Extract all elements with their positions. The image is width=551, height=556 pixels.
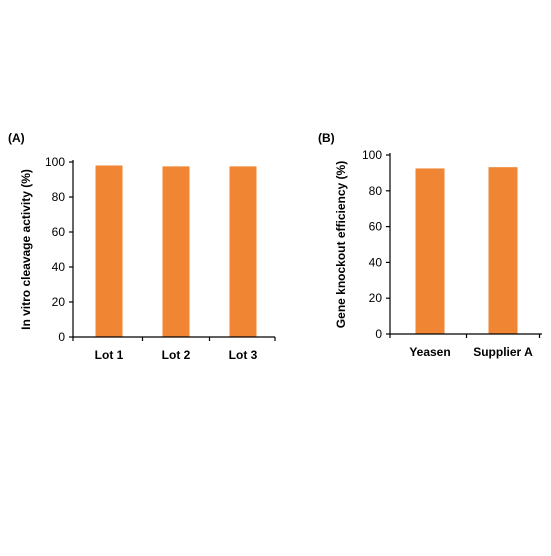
y-tick-label: 0 [58, 330, 65, 344]
y-tick-label: 80 [52, 190, 66, 204]
y-tick-label: 40 [369, 255, 383, 269]
x-tick-label: Yeasen [409, 345, 450, 359]
y-tick-label: 40 [52, 260, 66, 274]
panel-label: (A) [8, 131, 25, 145]
bar-lot-2 [162, 166, 190, 337]
bar-lot-1 [95, 165, 123, 337]
y-tick-label: 0 [375, 327, 382, 341]
x-tick-label: Lot 1 [95, 348, 124, 362]
panel-label: (B) [318, 131, 335, 145]
x-tick-label: Supplier A [473, 345, 533, 359]
bar-lot-3 [229, 166, 257, 337]
x-tick-label: Lot 2 [162, 348, 191, 362]
bar-yeasen [415, 168, 445, 334]
y-tick-label: 80 [369, 184, 383, 198]
bar-supplier-a [488, 167, 518, 334]
y-tick-label: 100 [362, 148, 382, 162]
chart-panel-a: (A) Lot 1 Lot 2 Lot 3 0 20 40 60 80 100 In vitro c… [8, 131, 276, 362]
x-tick-label: Lot 3 [229, 348, 258, 362]
y-axis-title: Gene knockout efficiency (%) [334, 161, 348, 328]
y-tick-label: 60 [52, 225, 66, 239]
y-tick-label: 60 [369, 220, 383, 234]
y-axis-title: In vitro cleavage activity (%) [19, 169, 33, 330]
chart-panel-b: (B) Yeasen Supplier A 0 20 40 60 80 100 Gene knoc… [318, 131, 542, 359]
y-tick-label: 20 [52, 295, 66, 309]
y-tick-label: 100 [45, 155, 65, 169]
y-tick-label: 20 [369, 291, 383, 305]
